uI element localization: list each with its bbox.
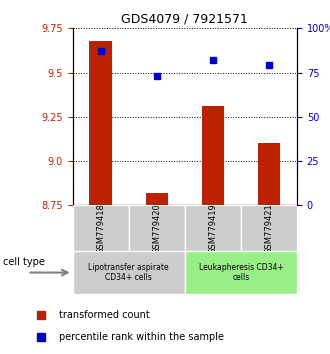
FancyBboxPatch shape [73,205,129,251]
FancyBboxPatch shape [241,205,297,251]
Text: GSM779421: GSM779421 [264,203,274,254]
Text: GSM779418: GSM779418 [96,203,105,254]
FancyBboxPatch shape [73,251,185,294]
FancyBboxPatch shape [185,205,241,251]
Text: Lipotransfer aspirate
CD34+ cells: Lipotransfer aspirate CD34+ cells [88,263,169,282]
Bar [146,193,168,205]
Text: transformed count: transformed count [59,310,150,320]
Text: GSM779420: GSM779420 [152,203,161,254]
FancyBboxPatch shape [129,205,185,251]
FancyBboxPatch shape [185,251,297,294]
Title: GDS4079 / 7921571: GDS4079 / 7921571 [121,13,248,26]
Text: Leukapheresis CD34+
cells: Leukapheresis CD34+ cells [199,263,283,282]
Bar [89,41,112,205]
Bar [258,143,280,205]
Text: percentile rank within the sample: percentile rank within the sample [59,332,224,342]
Text: GSM779419: GSM779419 [208,203,217,254]
Text: cell type: cell type [3,257,45,267]
Bar [202,106,224,205]
